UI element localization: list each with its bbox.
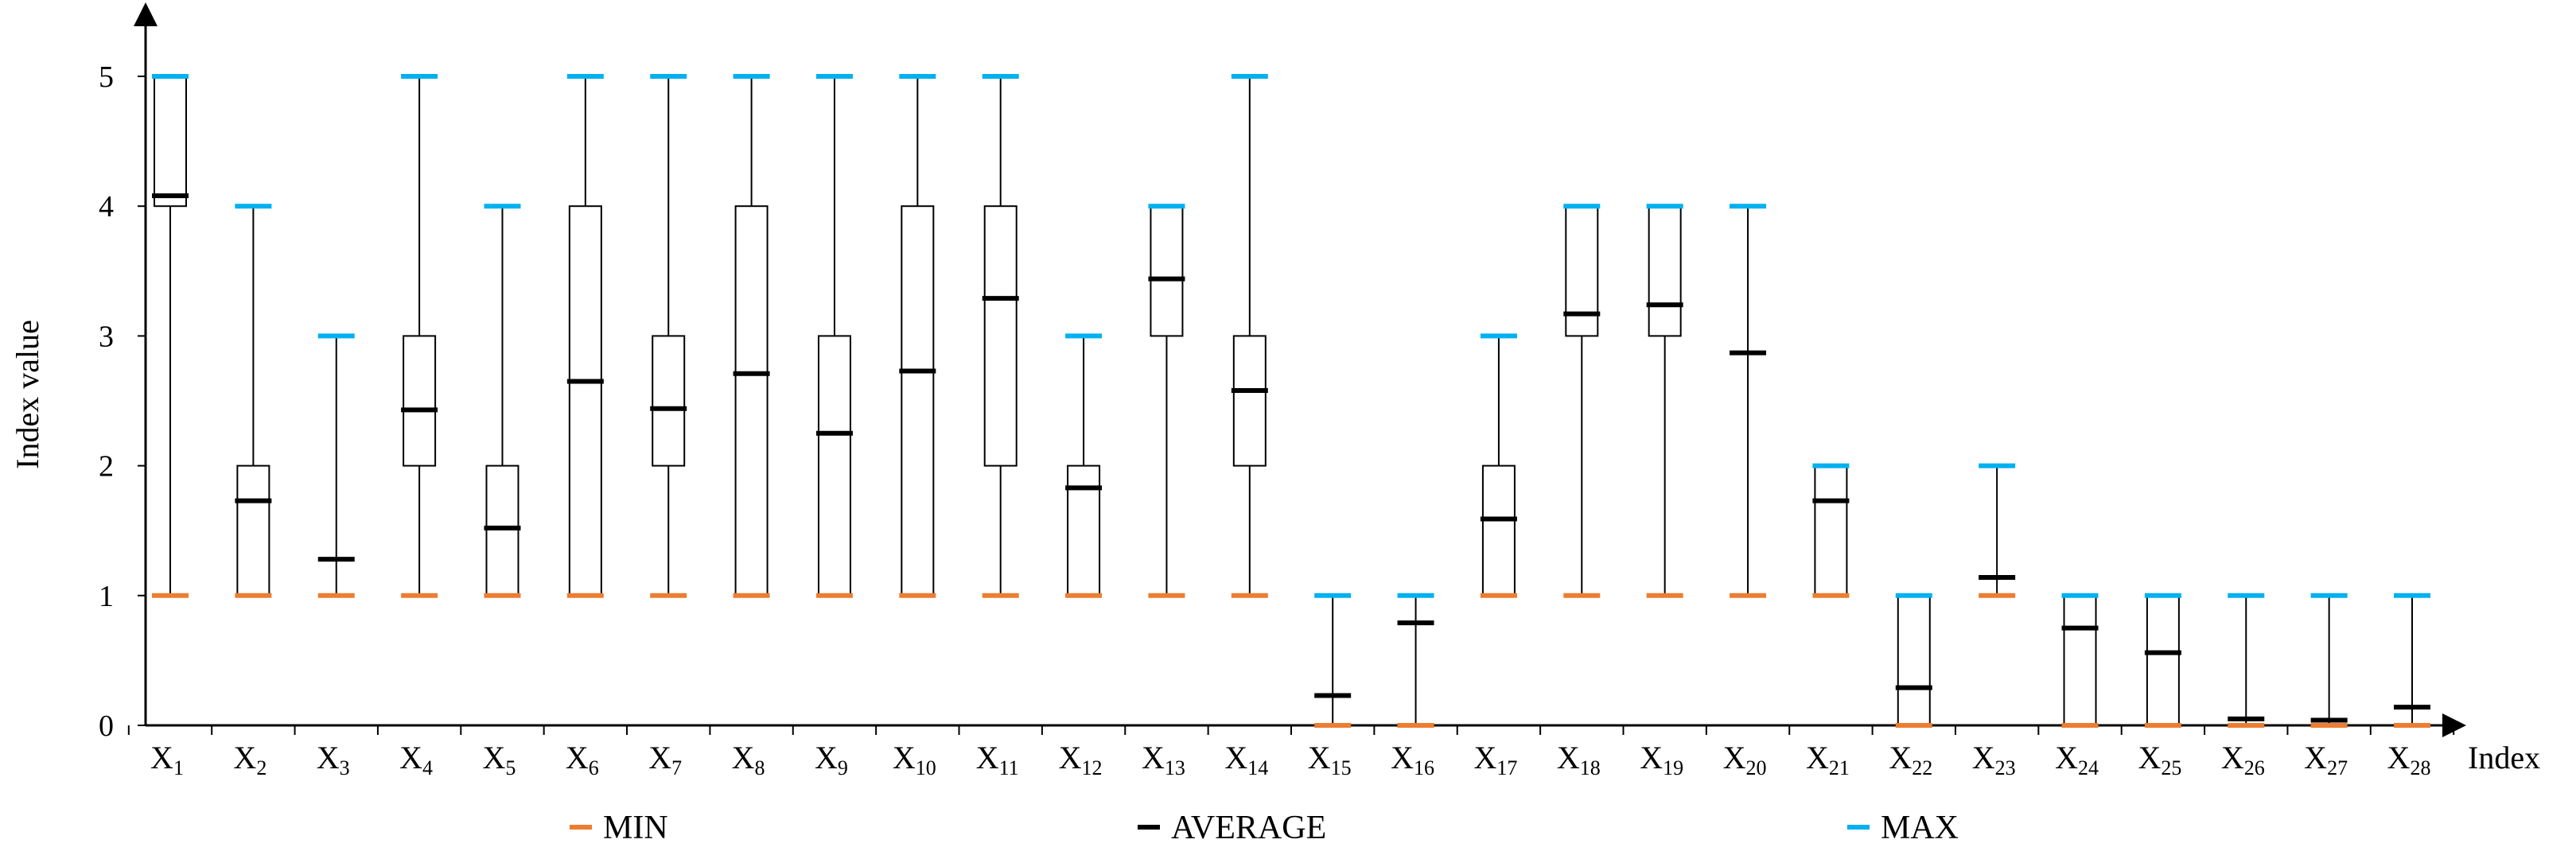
legend-max-label: MAX	[1881, 810, 1959, 846]
x-tick-label: X28	[2387, 740, 2431, 779]
x-tick-label: X16	[1391, 740, 1434, 779]
x-tick-label: X12	[1059, 740, 1103, 779]
x-axis-label: Index	[2468, 740, 2540, 775]
box-rect	[734, 205, 769, 597]
x-tick-label: X25	[2138, 740, 2181, 779]
x-tick-label: X11	[976, 740, 1019, 779]
y-tick-label: 2	[99, 450, 114, 484]
x-ticks: X1 X2 X3 X4 X5 X6 X7 X8 X9 X10 X11 X12 X13 X14 X15 X16 X…	[127, 725, 2455, 779]
x-tick-label: X23	[1972, 740, 2016, 779]
x-tick-label: X6	[566, 740, 599, 779]
box-rect	[817, 335, 851, 597]
x-tick-label: X22	[1889, 740, 1932, 779]
x-tick-label: X17	[1473, 740, 1517, 779]
box-rect	[1897, 594, 1931, 726]
x-tick-label: X18	[1557, 740, 1601, 779]
legend: MIN AVERAGE MAX	[570, 810, 1959, 846]
y-tick-label: 3	[99, 320, 114, 353]
box-rect	[1481, 464, 1516, 597]
box-rect	[901, 205, 935, 597]
box-rect	[1067, 464, 1101, 597]
legend-min-label: MIN	[603, 810, 668, 846]
x-tick-label: X27	[2304, 740, 2348, 779]
box-rect	[652, 335, 686, 467]
box-rect	[1150, 205, 1184, 337]
x-tick-label: X20	[1723, 740, 1767, 779]
y-tick-label: 5	[99, 60, 114, 94]
box-rect	[1648, 205, 1682, 337]
box-rect	[2146, 594, 2180, 726]
y-tick-label: 1	[99, 580, 114, 613]
x-tick-label: X8	[732, 740, 765, 779]
y-tick-label: 4	[99, 190, 114, 223]
x-tick-label: X5	[483, 740, 516, 779]
x-tick-label: X10	[893, 740, 936, 779]
x-tick-label: X24	[2055, 740, 2099, 779]
box-rect	[983, 205, 1018, 467]
box-rect	[403, 335, 437, 467]
x-tick-label: X14	[1224, 740, 1268, 779]
box-rect	[154, 76, 187, 208]
x-tick-label: X4	[399, 740, 433, 779]
legend-average-label: AVERAGE	[1171, 810, 1326, 846]
box-rect	[1814, 464, 1848, 597]
x-tick-label: X2	[233, 740, 267, 779]
x-tick-label: X19	[1640, 740, 1683, 779]
x-tick-label: X13	[1142, 740, 1185, 779]
boxes	[152, 74, 2430, 728]
y-axis-label: Index value	[10, 320, 45, 469]
y-tick-label: 0	[99, 709, 114, 743]
box-rect	[485, 464, 519, 597]
x-tick-label: X3	[317, 740, 350, 779]
x-tick-label: X21	[1806, 740, 1850, 779]
x-tick-label: X9	[815, 740, 848, 779]
box-rect	[236, 464, 270, 597]
y-ticks: 0 1 2 3 4 5	[99, 60, 146, 743]
x-tick-label: X1	[150, 740, 184, 779]
x-tick-label: X7	[648, 740, 682, 779]
box-rect	[1232, 335, 1267, 467]
x-tick-label: X26	[2221, 740, 2265, 779]
box-rect	[2063, 594, 2097, 726]
x-tick-label: X15	[1308, 740, 1352, 779]
box-rect	[568, 205, 602, 597]
box-rect	[1565, 205, 1599, 337]
